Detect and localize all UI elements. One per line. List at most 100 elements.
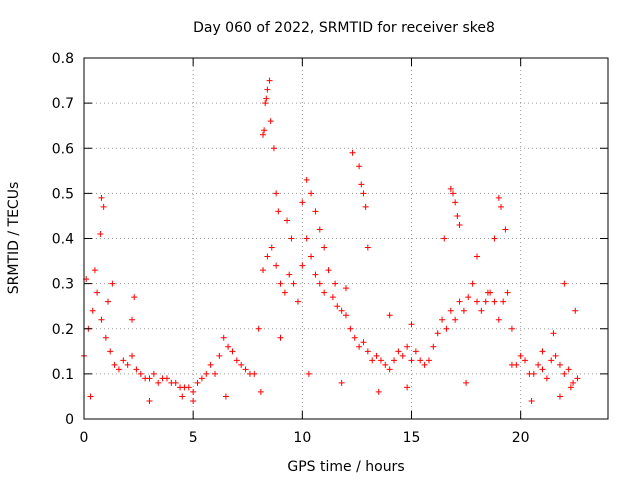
data-point — [238, 361, 245, 368]
data-point — [266, 77, 273, 84]
data-point — [550, 330, 557, 337]
data-point — [500, 298, 507, 305]
data-point — [421, 361, 428, 368]
data-point — [522, 357, 529, 364]
data-point — [109, 280, 116, 287]
data-point — [137, 370, 144, 377]
grid — [84, 58, 608, 419]
data-point — [347, 325, 354, 332]
data-point — [105, 298, 112, 305]
data-point — [321, 244, 328, 251]
data-point — [155, 379, 162, 386]
y-tick-label: 0.4 — [52, 232, 74, 248]
data-point — [216, 352, 223, 359]
data-point — [484, 289, 491, 296]
data-point — [561, 370, 568, 377]
data-point — [203, 370, 210, 377]
data-point — [146, 397, 153, 404]
data-point — [482, 298, 489, 305]
data-point — [299, 262, 306, 269]
data-point — [264, 253, 271, 260]
data-point — [362, 203, 369, 210]
data-point — [508, 325, 515, 332]
data-point — [146, 375, 153, 382]
data-point — [261, 127, 268, 134]
data-point — [386, 312, 393, 319]
data-point — [447, 307, 454, 314]
data-point — [439, 316, 446, 323]
data-point — [225, 343, 232, 350]
data-point — [308, 190, 315, 197]
data-point — [343, 285, 349, 292]
data-point — [194, 379, 201, 386]
data-point — [273, 190, 280, 197]
data-point — [508, 361, 515, 368]
data-point — [198, 375, 205, 382]
data-point — [303, 235, 310, 242]
y-tick-label: 0.3 — [52, 277, 74, 293]
data-point — [91, 267, 98, 274]
x-tick-label: 20 — [512, 430, 530, 446]
data-point — [356, 343, 363, 350]
data-point — [495, 316, 502, 323]
data-point — [349, 149, 356, 156]
data-point — [329, 294, 336, 301]
axis-ticks: 0 0.1 0.2 0.3 0.4 0.5 0.6 0.7 0.8 0 5 10 15 20 — [52, 51, 608, 446]
y-axis-label: SRMTID / TECUs — [6, 182, 22, 295]
x-tick-label: 0 — [80, 430, 89, 446]
data-point — [242, 366, 249, 373]
data-point — [124, 361, 131, 368]
data-point — [98, 316, 105, 323]
data-point — [504, 289, 511, 296]
data-point — [325, 267, 332, 274]
data-point — [434, 330, 441, 337]
data-point — [447, 185, 454, 192]
data-point — [281, 289, 288, 296]
y-tick-label: 0.6 — [52, 141, 74, 157]
data-point — [273, 262, 280, 269]
data-point — [98, 194, 105, 201]
data-point — [190, 388, 197, 395]
data-point — [491, 235, 498, 242]
data-point — [277, 334, 284, 341]
data-point — [408, 321, 415, 328]
y-tick-label: 0.7 — [52, 96, 74, 112]
data-point — [454, 212, 461, 219]
data-point — [107, 348, 114, 355]
data-point — [190, 397, 197, 404]
data-point — [262, 100, 269, 107]
data-point — [565, 366, 572, 373]
data-point — [233, 357, 240, 364]
data-point — [517, 352, 524, 359]
data-point — [89, 307, 96, 314]
data-point — [163, 375, 170, 382]
data-point — [449, 190, 456, 197]
data-point — [530, 370, 537, 377]
data-point — [290, 280, 297, 287]
data-point — [463, 379, 470, 386]
data-point — [220, 334, 227, 341]
data-point — [469, 280, 476, 287]
data-point — [570, 379, 577, 386]
y-tick-label: 0.8 — [52, 51, 74, 67]
data-point — [417, 357, 424, 364]
data-point — [115, 366, 122, 373]
data-point — [375, 388, 382, 395]
data-point — [535, 361, 542, 368]
data-point — [539, 366, 546, 373]
data-point — [87, 393, 94, 400]
data-point — [556, 393, 563, 400]
data-point — [338, 307, 345, 314]
data-point — [412, 348, 419, 355]
data-point — [574, 375, 581, 382]
data-point — [399, 352, 406, 359]
data-point — [312, 208, 319, 215]
data-point — [556, 361, 563, 368]
data-point — [364, 348, 371, 355]
data-point — [257, 388, 264, 395]
data-point — [185, 384, 192, 391]
data-point — [360, 339, 367, 346]
data-point — [495, 194, 502, 201]
data-point — [474, 253, 480, 260]
data-point — [303, 176, 310, 183]
